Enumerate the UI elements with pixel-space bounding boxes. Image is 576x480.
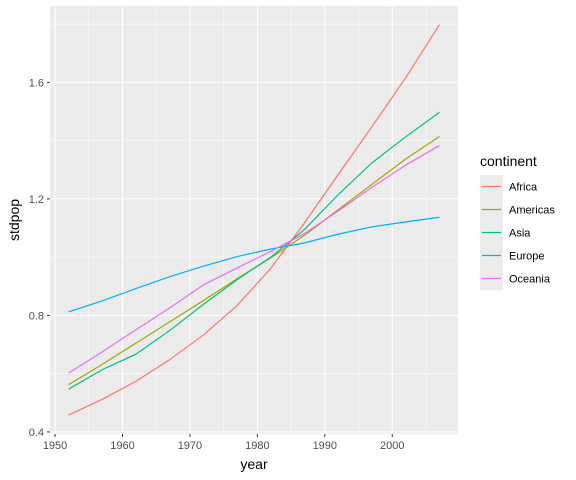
y-tick-label: 1.6 — [29, 77, 44, 89]
x-tick-label: 1990 — [313, 440, 337, 452]
series-line-asia — [68, 111, 440, 390]
legend-item-oceania: Oceania — [480, 267, 551, 290]
legend-title: continent — [480, 153, 537, 169]
series-lines — [68, 24, 440, 416]
legend-item-europe: Europe — [480, 244, 544, 267]
minor-gridlines — [50, 6, 458, 434]
legend-item-africa: Africa — [480, 175, 538, 198]
axis-ticks — [47, 81, 393, 437]
series-line-europe — [68, 216, 440, 313]
plot-panel — [50, 6, 458, 434]
legend-label-asia: Asia — [509, 228, 531, 240]
series-line-africa — [68, 24, 440, 416]
x-tick-label: 1980 — [245, 440, 269, 452]
y-axis-tick-labels: 0.4 0.8 1.2 1.6 — [29, 77, 44, 439]
x-axis-tick-labels: 1950 1960 1970 1980 1990 2000 — [43, 440, 405, 452]
major-gridlines — [50, 6, 458, 434]
legend-label-africa: Africa — [509, 182, 538, 194]
y-tick-label: 0.8 — [29, 310, 44, 322]
legend-label-oceania: Oceania — [509, 274, 551, 286]
series-line-oceania — [68, 145, 440, 374]
legend-label-europe: Europe — [509, 251, 544, 263]
x-tick-label: 1970 — [178, 440, 202, 452]
legend-items: Africa Americas Asia Europe Oceania — [480, 175, 555, 290]
x-tick-label: 1960 — [110, 440, 134, 452]
y-axis-title: stdpop — [6, 199, 22, 241]
x-tick-label: 2000 — [380, 440, 404, 452]
y-tick-label: 0.4 — [29, 427, 44, 439]
legend-label-americas: Americas — [509, 205, 555, 217]
x-axis-title: year — [240, 456, 268, 472]
legend-item-asia: Asia — [480, 221, 531, 244]
legend-item-americas: Americas — [480, 198, 555, 221]
y-tick-label: 1.2 — [29, 194, 44, 206]
x-tick-label: 1950 — [43, 440, 67, 452]
legend: continent Africa Americas Asia Europe Oceani… — [480, 153, 555, 290]
